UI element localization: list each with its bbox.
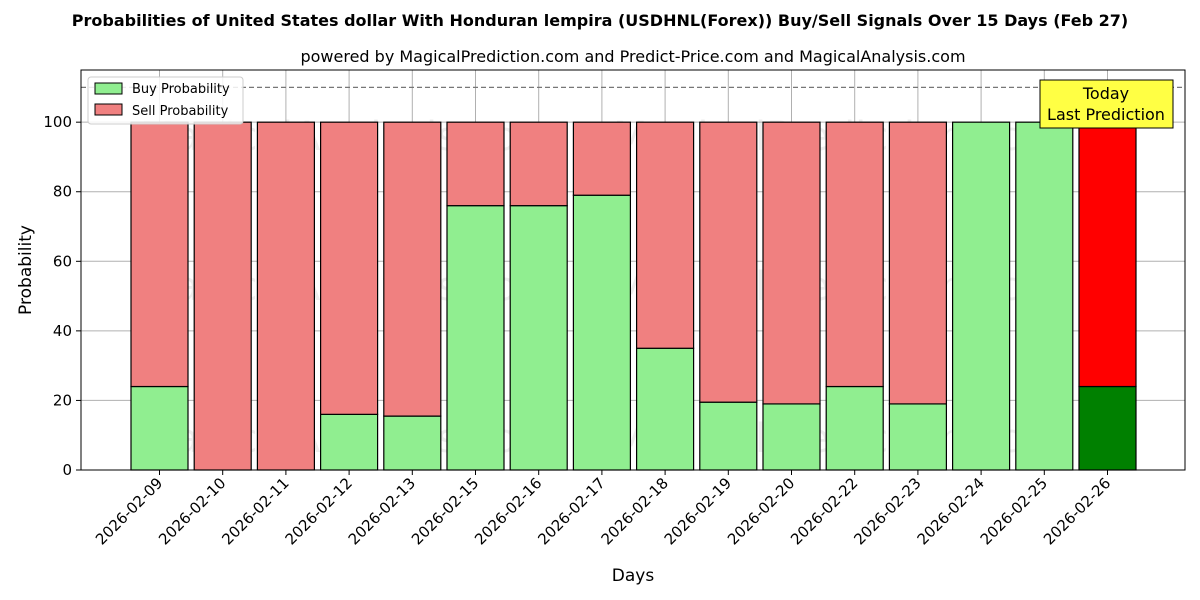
x-tick-label: 2026-02-20: [724, 474, 798, 548]
buy-bar: [383, 415, 442, 471]
buy-bar: [1015, 121, 1074, 471]
sell-bar: [383, 121, 442, 417]
y-axis-ticks: 0 20 40 60 80 100: [43, 113, 81, 479]
annotation-line-last-prediction: Last Prediction: [1047, 105, 1165, 124]
x-tick-label: 2026-02-12: [282, 474, 356, 548]
buy-bar: [635, 347, 695, 471]
x-axis-ticks: 2026-02-092026-02-102026-02-112026-02-12…: [92, 470, 1114, 548]
annotation-line-today: Today: [1082, 84, 1129, 103]
buy-bar: [951, 121, 1011, 471]
buy-bar: [699, 401, 758, 471]
x-tick-label: 2026-02-26: [1040, 474, 1114, 548]
sell-bar: [446, 121, 505, 207]
x-tick-label: 2026-02-25: [977, 474, 1051, 548]
x-tick-label: 2026-02-15: [408, 474, 482, 548]
sell-bar: [509, 121, 568, 207]
buy-bar: [572, 194, 632, 471]
legend-box: [87, 76, 244, 125]
bars: [130, 121, 1137, 471]
legend-swatch-sell: [94, 103, 123, 116]
sell-bar: [888, 121, 948, 405]
chart-title: Probabilities of United States dollar Wi…: [72, 11, 1128, 30]
buy-bar: [888, 403, 948, 471]
x-tick-label: 2026-02-09: [92, 474, 166, 548]
x-tick-label: 2026-02-22: [787, 474, 861, 548]
buy-bar: [130, 385, 189, 471]
buy-bar: [762, 403, 821, 471]
y-tick-label: 80: [53, 183, 72, 201]
sell-bar: [635, 121, 695, 349]
buy-bar: [1078, 385, 1137, 471]
x-tick-label: 2026-02-23: [850, 474, 924, 548]
sell-bar: [762, 121, 821, 405]
legend-label-sell: Sell Probability: [132, 104, 229, 119]
sell-bar: [699, 121, 758, 403]
sell-bar: [256, 121, 315, 471]
x-tick-label: 2026-02-13: [345, 474, 419, 548]
x-tick-label: 2026-02-10: [155, 474, 229, 548]
legend-swatch-buy: [94, 82, 123, 95]
buy-bar: [320, 413, 379, 471]
x-tick-label: 2026-02-24: [914, 474, 988, 548]
sell-bar: [572, 121, 632, 196]
buy-bar: [446, 205, 505, 471]
x-axis-label: Days: [612, 566, 655, 586]
plot-frame: [80, 69, 1186, 471]
y-axis-label: Probability: [16, 225, 36, 315]
x-tick-label: 2026-02-11: [218, 474, 292, 548]
sell-bar: [1078, 121, 1137, 388]
y-tick-label: 40: [53, 322, 72, 340]
chart-subtitle: powered by MagicalPrediction.com and Pre…: [300, 47, 965, 66]
sell-bar: [320, 121, 379, 415]
sell-bar: [130, 121, 189, 388]
x-tick-label: 2026-02-17: [534, 474, 608, 548]
x-tick-label: 2026-02-18: [598, 474, 672, 548]
today-annotation: Today Last Prediction: [1039, 79, 1174, 129]
legend: Buy Probability Sell Probability: [87, 76, 244, 125]
sell-bar: [825, 121, 884, 388]
buy-bar: [509, 205, 568, 471]
y-tick-label: 60: [53, 252, 72, 270]
x-tick-label: 2026-02-16: [471, 474, 545, 548]
y-tick-label: 20: [53, 391, 72, 409]
y-tick-label: 0: [62, 461, 72, 479]
sell-bar: [193, 121, 252, 471]
buy-bar: [825, 385, 884, 471]
x-tick-label: 2026-02-19: [661, 474, 735, 548]
y-tick-label: 100: [43, 113, 72, 131]
annotation-box: [1039, 79, 1174, 129]
legend-label-buy: Buy Probability: [132, 82, 230, 97]
